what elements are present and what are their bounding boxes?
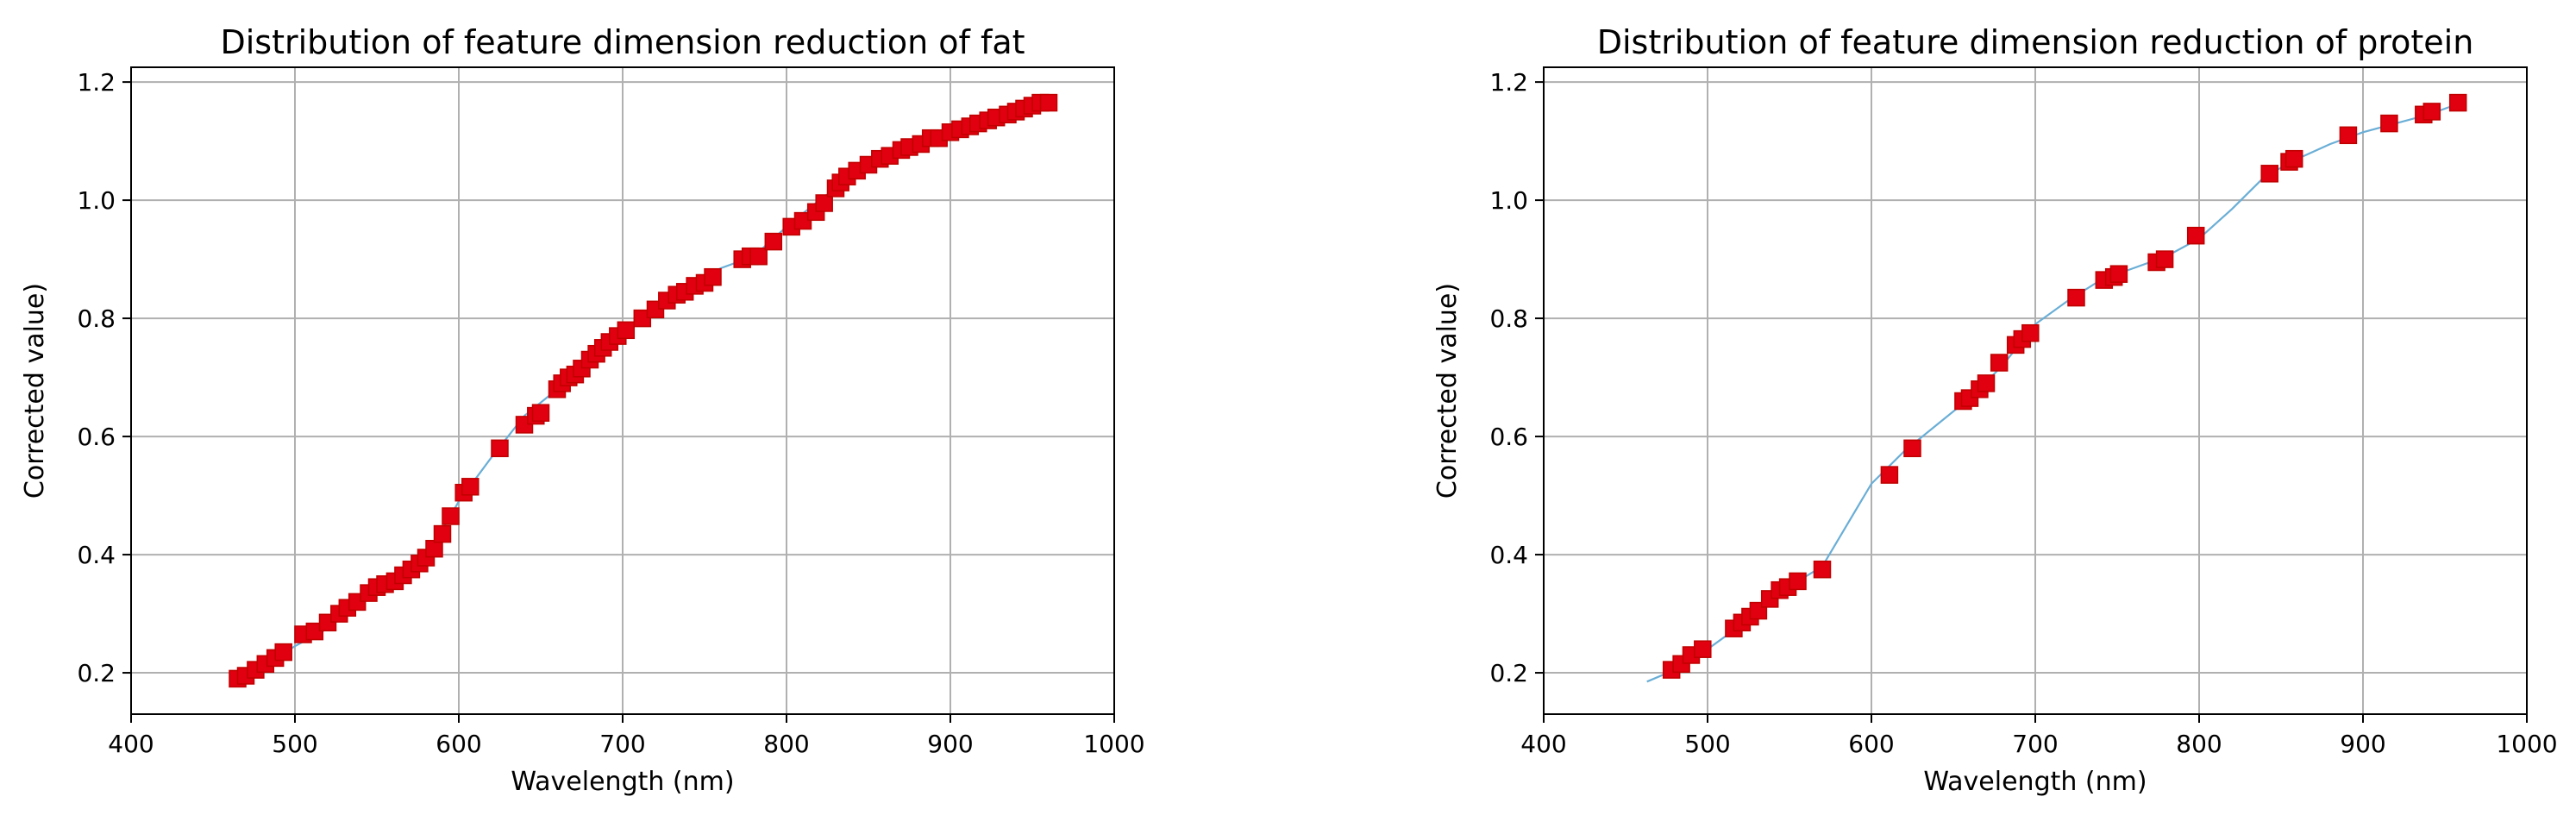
x-tick-label: 600: [436, 730, 481, 758]
x-tick-label: 400: [108, 730, 154, 758]
data-point: [1694, 640, 1712, 658]
x-tick-label: 500: [272, 730, 317, 758]
x-tick-label: 1000: [2496, 730, 2557, 758]
data-point: [1039, 93, 1058, 112]
y-tick-label: 0.2: [77, 659, 116, 687]
y-tick-label: 0.4: [77, 541, 116, 569]
x-tick-label: 800: [763, 730, 809, 758]
x-tick-label: 900: [2340, 730, 2385, 758]
chart-title: Distribution of feature dimension reduct…: [1597, 23, 2474, 61]
data-point: [1789, 572, 1807, 591]
data-point: [2339, 126, 2358, 145]
data-point: [2285, 149, 2303, 168]
chart-title: Distribution of feature dimension reduct…: [220, 23, 1025, 61]
x-tick-label: 600: [1848, 730, 1894, 758]
y-tick-label: 1.2: [77, 68, 116, 97]
data-point: [1977, 374, 1996, 392]
data-point: [1990, 354, 2009, 372]
y-axis-label: Corrected value): [20, 283, 50, 499]
x-tick-label: 700: [2012, 730, 2058, 758]
x-tick-label: 900: [927, 730, 973, 758]
data-point: [2448, 93, 2467, 112]
y-tick-label: 1.2: [1489, 68, 1528, 97]
data-point: [531, 404, 550, 422]
data-point: [2422, 103, 2441, 121]
plot-frame: [1543, 66, 2528, 715]
data-point: [2067, 288, 2085, 307]
plot-frame: [130, 66, 1115, 715]
data-point: [633, 309, 652, 328]
data-point: [461, 478, 479, 496]
data-point: [2380, 114, 2398, 133]
x-tick-label: 700: [599, 730, 645, 758]
data-point: [749, 247, 768, 266]
y-tick-label: 0.4: [1489, 541, 1528, 569]
y-tick-label: 0.6: [77, 423, 116, 451]
data-point: [2260, 165, 2278, 183]
data-point: [1880, 466, 1899, 484]
x-tick-label: 500: [1684, 730, 1730, 758]
x-tick-label: 800: [2176, 730, 2222, 758]
data-point: [793, 211, 812, 230]
y-tick-label: 1.0: [1489, 186, 1528, 215]
series-line: [234, 102, 1050, 680]
y-tick-label: 1.0: [77, 186, 116, 215]
data-point: [1903, 439, 1921, 458]
x-axis-label: Wavelength (nm): [1923, 767, 2147, 797]
data-point: [2021, 323, 2040, 342]
y-tick-label: 0.6: [1489, 423, 1528, 451]
data-point: [617, 321, 636, 340]
data-point: [764, 232, 783, 251]
data-point: [274, 643, 292, 662]
chart-panel-1: 400 500 600 700 800 900 1000 0.2 0.4 0.6 0.8 1.0 1.2…: [20, 23, 1145, 797]
y-tick-label: 0.8: [77, 304, 116, 333]
data-point: [425, 539, 443, 558]
data-point: [442, 507, 460, 525]
data-point: [305, 622, 324, 641]
data-point: [2109, 265, 2128, 283]
data-point: [1813, 560, 1832, 579]
y-tick-label: 0.2: [1489, 659, 1528, 687]
y-tick-label: 0.8: [1489, 304, 1528, 333]
data-point: [491, 439, 509, 458]
data-point: [815, 194, 833, 212]
data-point: [2155, 250, 2174, 268]
x-tick-label: 1000: [1083, 730, 1144, 758]
data-point: [704, 267, 722, 286]
data-point: [2186, 226, 2205, 245]
chart-panel-2: 400 500 600 700 800 900 1000 0.2 0.4 0.6 0.8 1.0 1.2…: [1432, 23, 2558, 797]
x-tick-label: 400: [1520, 730, 1566, 758]
data-point: [433, 524, 452, 543]
x-axis-label: Wavelength (nm): [511, 767, 734, 797]
y-axis-label: Corrected value): [1432, 283, 1463, 499]
